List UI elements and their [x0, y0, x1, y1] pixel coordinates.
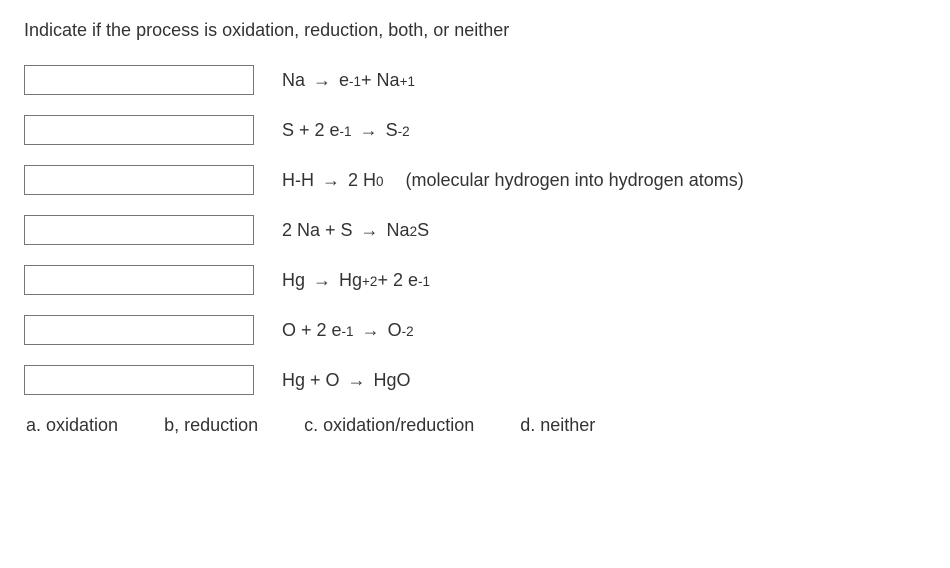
equation-2: S + 2 e-1 → S-2 — [282, 120, 410, 141]
equation-7: Hg + O → HgO — [282, 370, 411, 391]
eq-text: Hg — [282, 270, 305, 291]
question-row: H-H → 2 H0 (molecular hydrogen into hydr… — [24, 165, 926, 195]
eq-text: e — [339, 70, 349, 91]
eq-text: S — [386, 120, 398, 141]
question-row: Na → e-1 + Na+1 — [24, 65, 926, 95]
question-row: 2 Na + S → Na2S — [24, 215, 926, 245]
question-row: Hg + O → HgO — [24, 365, 926, 395]
question-row: O + 2 e-1 → O-2 — [24, 315, 926, 345]
answer-choices: a. oxidation b, reduction c. oxidation/r… — [24, 415, 926, 436]
equation-3: H-H → 2 H0 (molecular hydrogen into hydr… — [282, 170, 744, 191]
arrow-icon: → — [322, 170, 340, 191]
eq-text: O — [388, 320, 402, 341]
question-prompt: Indicate if the process is oxidation, re… — [24, 20, 926, 41]
arrow-icon: → — [360, 120, 378, 141]
answer-input-5[interactable] — [24, 265, 254, 295]
eq-text: S — [417, 220, 429, 241]
eq-text: 2 H — [348, 170, 376, 191]
question-row: Hg → Hg+2 + 2 e-1 — [24, 265, 926, 295]
eq-text: 2 Na + S — [282, 220, 353, 241]
equation-4: 2 Na + S → Na2S — [282, 220, 429, 241]
eq-text: H-H — [282, 170, 314, 191]
arrow-icon: → — [348, 370, 366, 391]
equation-1: Na → e-1 + Na+1 — [282, 70, 415, 91]
arrow-icon: → — [361, 220, 379, 241]
choice-b: b, reduction — [164, 415, 258, 436]
answer-input-1[interactable] — [24, 65, 254, 95]
eq-text: + 2 e — [377, 270, 418, 291]
equation-note: (molecular hydrogen into hydrogen atoms) — [406, 170, 744, 191]
answer-input-3[interactable] — [24, 165, 254, 195]
arrow-icon: → — [313, 270, 331, 291]
eq-text: Na — [282, 70, 305, 91]
eq-text: S + 2 e — [282, 120, 340, 141]
choice-c: c. oxidation/reduction — [304, 415, 474, 436]
eq-text: O + 2 e — [282, 320, 342, 341]
eq-text: Hg — [339, 270, 362, 291]
question-row: S + 2 e-1 → S-2 — [24, 115, 926, 145]
equation-5: Hg → Hg+2 + 2 e-1 — [282, 270, 430, 291]
choice-a: a. oxidation — [26, 415, 118, 436]
eq-text: + Na — [361, 70, 400, 91]
answer-input-2[interactable] — [24, 115, 254, 145]
eq-text: HgO — [374, 370, 411, 391]
arrow-icon: → — [313, 70, 331, 91]
eq-text: Na — [387, 220, 410, 241]
answer-input-7[interactable] — [24, 365, 254, 395]
arrow-icon: → — [362, 320, 380, 341]
answer-input-4[interactable] — [24, 215, 254, 245]
equation-6: O + 2 e-1 → O-2 — [282, 320, 414, 341]
eq-text: Hg + O — [282, 370, 340, 391]
answer-input-6[interactable] — [24, 315, 254, 345]
choice-d: d. neither — [520, 415, 595, 436]
